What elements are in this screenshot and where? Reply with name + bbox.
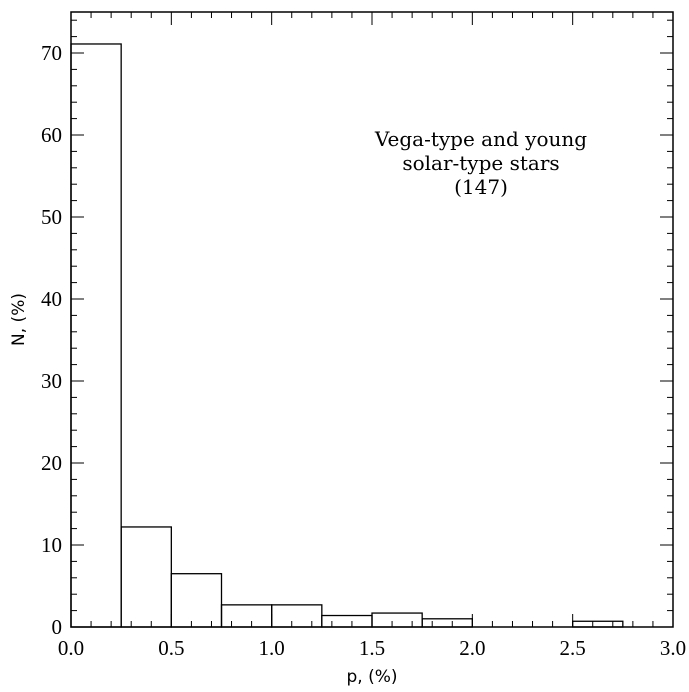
y-tick-label-7: 70 (41, 41, 62, 65)
x-tick-label-6: 3.0 (660, 636, 686, 660)
axis-ticks (71, 12, 673, 627)
y-tick-label-1: 10 (41, 533, 62, 557)
y-tick-label-6: 60 (41, 123, 62, 147)
y-tick-label-0: 0 (52, 615, 63, 639)
histogram-bar-4 (272, 605, 322, 627)
x-tick-label-1: 0.5 (158, 636, 184, 660)
y-tick-labels: 0 10 20 30 40 50 60 70 (41, 41, 62, 639)
x-tick-labels: 0.0 0.5 1.0 1.5 2.0 2.5 3.0 (58, 636, 686, 660)
x-tick-label-4: 2.0 (459, 636, 485, 660)
x-tick-label-2: 1.0 (259, 636, 285, 660)
annotation-line-2: solar-type stars (402, 151, 559, 175)
histogram-bar-2 (171, 574, 221, 627)
plot-frame (71, 12, 673, 627)
annotation-line-1: Vega-type and young (374, 127, 587, 151)
y-tick-label-5: 50 (41, 205, 62, 229)
x-tick-label-0: 0.0 (58, 636, 84, 660)
chart-annotation: Vega-type and young solar-type stars (14… (374, 127, 587, 199)
histogram-bar-0 (71, 44, 121, 627)
histogram-bar-6 (372, 613, 422, 627)
x-tick-label-3: 1.5 (359, 636, 385, 660)
x-axis-label: p, (%) (346, 667, 397, 687)
x-tick-label-5: 2.5 (560, 636, 586, 660)
y-tick-label-4: 40 (41, 287, 62, 311)
histogram-bar-3 (222, 605, 272, 627)
y-tick-label-3: 30 (41, 369, 62, 393)
y-tick-label-2: 20 (41, 451, 62, 475)
histogram-bar-7 (422, 619, 472, 627)
histogram-bar-5 (322, 616, 372, 627)
histogram-bar-8 (573, 621, 623, 627)
annotation-line-3: (147) (454, 175, 508, 199)
y-axis-label: N, (%) (9, 293, 29, 346)
histogram-bar-1 (121, 527, 171, 627)
